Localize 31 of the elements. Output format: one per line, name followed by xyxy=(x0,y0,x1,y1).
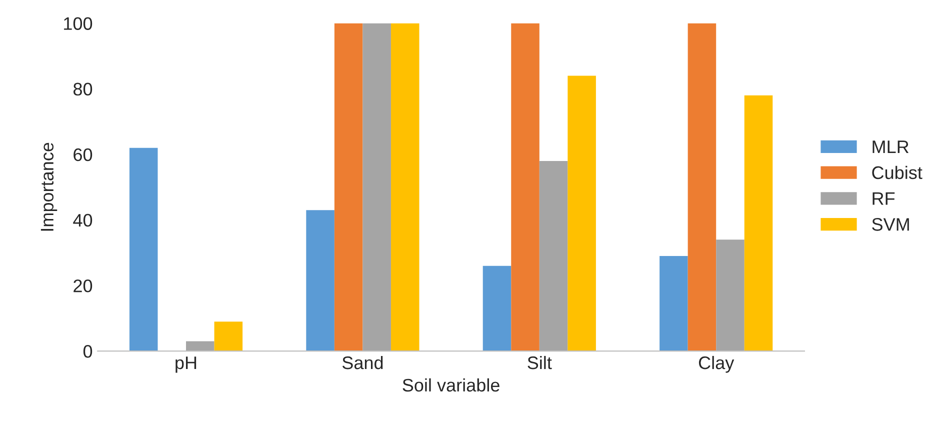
legend-label: MLR xyxy=(872,140,909,154)
bar xyxy=(214,322,243,352)
bar xyxy=(539,160,568,352)
bar xyxy=(362,23,391,352)
bar xyxy=(186,341,214,352)
legend-label: SVM xyxy=(872,218,909,231)
y-axis-title: Importance xyxy=(40,142,58,231)
bar xyxy=(568,76,596,352)
legend-label: RF xyxy=(872,192,895,205)
y-tick-label: 40 xyxy=(73,214,92,227)
y-tick-label: 20 xyxy=(74,279,92,292)
y-tick-label: 60 xyxy=(74,148,92,162)
y-tick-label: 80 xyxy=(73,82,92,96)
y-tick-label: 0 xyxy=(83,345,92,358)
bar xyxy=(660,256,688,352)
x-axis-title: Soil variable xyxy=(402,378,500,392)
bar xyxy=(390,23,420,352)
x-tick-label: Silt xyxy=(528,356,552,370)
bar xyxy=(306,210,334,352)
bar xyxy=(716,240,744,352)
legend-label: Cubist xyxy=(872,166,922,180)
x-tick-label: Sand xyxy=(342,356,383,370)
bar xyxy=(129,148,158,352)
x-tick-label: Clay xyxy=(698,356,734,373)
bar xyxy=(744,95,773,352)
bar xyxy=(334,23,363,352)
bar xyxy=(688,23,716,352)
y-tick-label: 100 xyxy=(64,17,92,30)
bar xyxy=(482,266,512,352)
x-tick-label: pH xyxy=(176,356,196,373)
bar xyxy=(511,23,540,352)
